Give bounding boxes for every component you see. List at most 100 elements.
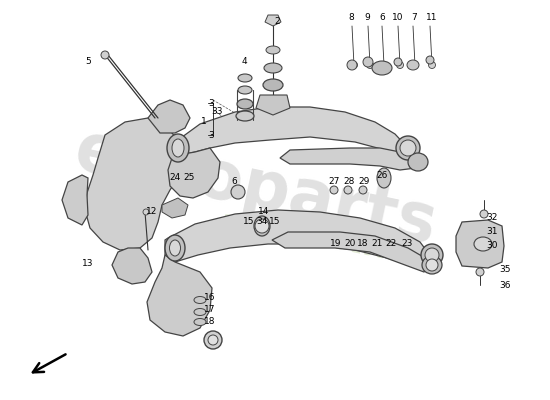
Circle shape: [426, 56, 434, 64]
Polygon shape: [162, 198, 188, 218]
Ellipse shape: [165, 235, 185, 261]
Text: 6: 6: [231, 178, 237, 186]
Polygon shape: [265, 15, 281, 26]
Polygon shape: [168, 148, 220, 198]
Text: 25: 25: [183, 174, 195, 182]
Circle shape: [476, 268, 484, 276]
Text: 3: 3: [208, 130, 214, 140]
Circle shape: [231, 185, 245, 199]
Circle shape: [363, 57, 373, 67]
Polygon shape: [85, 118, 183, 250]
Polygon shape: [280, 148, 418, 170]
Text: 6: 6: [379, 14, 385, 22]
Text: 36: 36: [499, 280, 511, 290]
Circle shape: [400, 140, 416, 156]
Text: 2: 2: [274, 18, 280, 26]
Ellipse shape: [194, 308, 206, 316]
Ellipse shape: [237, 99, 253, 109]
Circle shape: [101, 51, 109, 59]
Circle shape: [428, 62, 436, 68]
Ellipse shape: [169, 240, 180, 256]
Text: 27: 27: [328, 178, 340, 186]
Ellipse shape: [407, 60, 419, 70]
Text: 26: 26: [376, 170, 388, 180]
Ellipse shape: [377, 168, 391, 188]
Ellipse shape: [372, 61, 392, 75]
Ellipse shape: [194, 318, 206, 326]
Ellipse shape: [474, 237, 492, 251]
Text: 35: 35: [499, 266, 511, 274]
Text: 30: 30: [486, 242, 498, 250]
Circle shape: [425, 248, 439, 262]
Text: europarts: europarts: [68, 118, 442, 258]
Text: 17: 17: [204, 306, 216, 314]
Text: 16: 16: [204, 294, 216, 302]
Text: 13: 13: [82, 258, 94, 268]
Text: 33: 33: [212, 108, 223, 116]
Circle shape: [347, 60, 357, 70]
Text: 7: 7: [411, 14, 417, 22]
Circle shape: [411, 62, 419, 68]
Text: 14: 14: [258, 208, 270, 216]
Ellipse shape: [254, 216, 270, 236]
Text: 21: 21: [371, 240, 383, 248]
Text: 9: 9: [364, 14, 370, 22]
Ellipse shape: [238, 74, 252, 82]
Text: 4: 4: [241, 58, 247, 66]
Ellipse shape: [172, 139, 184, 157]
Text: 18: 18: [204, 318, 216, 326]
Ellipse shape: [238, 86, 252, 94]
Ellipse shape: [266, 46, 280, 54]
Circle shape: [394, 58, 402, 66]
Circle shape: [344, 186, 352, 194]
Text: 32: 32: [486, 214, 498, 222]
Text: 19: 19: [330, 240, 342, 248]
Ellipse shape: [236, 111, 254, 121]
Text: 10: 10: [392, 14, 404, 22]
Text: a parts since 1985: a parts since 1985: [219, 210, 400, 266]
Text: 29: 29: [358, 178, 370, 186]
Polygon shape: [165, 210, 432, 268]
Circle shape: [366, 62, 373, 68]
Text: 23: 23: [402, 240, 412, 248]
Polygon shape: [272, 232, 432, 272]
Text: 15: 15: [270, 218, 280, 226]
Text: 8: 8: [348, 14, 354, 22]
Circle shape: [359, 186, 367, 194]
Polygon shape: [62, 175, 88, 225]
Text: 28: 28: [343, 178, 355, 186]
Ellipse shape: [408, 153, 428, 171]
Text: 24: 24: [169, 174, 180, 182]
Ellipse shape: [167, 134, 189, 162]
Ellipse shape: [422, 256, 442, 274]
Circle shape: [350, 62, 358, 68]
Circle shape: [397, 62, 404, 68]
Text: 18: 18: [358, 240, 368, 248]
Circle shape: [381, 62, 388, 68]
Circle shape: [208, 335, 218, 345]
Polygon shape: [112, 248, 152, 284]
Text: 11: 11: [426, 14, 438, 22]
Ellipse shape: [396, 136, 420, 160]
Circle shape: [255, 219, 269, 233]
Text: 5: 5: [85, 58, 91, 66]
Circle shape: [426, 259, 438, 271]
Polygon shape: [178, 107, 408, 160]
Text: 3: 3: [208, 98, 214, 108]
Ellipse shape: [194, 296, 206, 304]
Text: 15: 15: [243, 218, 255, 226]
Ellipse shape: [421, 244, 443, 266]
Circle shape: [330, 186, 338, 194]
Circle shape: [480, 210, 488, 218]
Polygon shape: [256, 95, 290, 115]
Polygon shape: [456, 220, 504, 268]
Circle shape: [143, 209, 149, 215]
Ellipse shape: [264, 63, 282, 73]
Polygon shape: [148, 100, 190, 133]
Text: 12: 12: [146, 208, 158, 216]
Text: 1: 1: [201, 118, 207, 126]
Circle shape: [204, 331, 222, 349]
Text: 20: 20: [344, 240, 356, 248]
Text: 22: 22: [386, 240, 397, 248]
Ellipse shape: [263, 79, 283, 91]
